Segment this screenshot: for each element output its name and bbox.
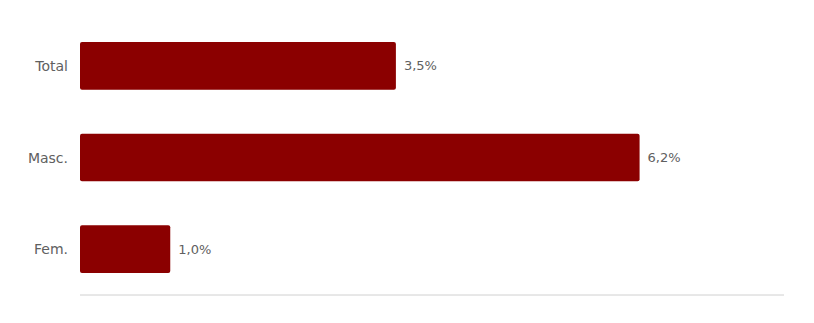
bars bbox=[80, 42, 640, 273]
y-tick-label: Total bbox=[34, 58, 68, 74]
x-axis-line bbox=[80, 295, 784, 296]
data-label: 6,2% bbox=[648, 150, 681, 165]
chart-container: Total Masc. Fem. 3,5% 6,2% 1,0% bbox=[0, 0, 814, 323]
bar bbox=[80, 134, 640, 182]
chart-svg: Total Masc. Fem. 3,5% 6,2% 1,0% bbox=[0, 0, 814, 323]
bar bbox=[80, 225, 170, 273]
data-label: 1,0% bbox=[178, 242, 211, 257]
y-tick-label: Masc. bbox=[28, 150, 68, 166]
y-tick-label: Fem. bbox=[34, 241, 68, 257]
bar bbox=[80, 42, 396, 90]
data-label: 3,5% bbox=[404, 58, 437, 73]
